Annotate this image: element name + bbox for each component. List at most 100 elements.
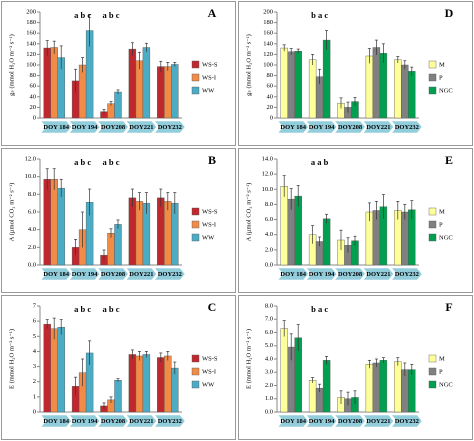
x-tick-label: DOY221 (366, 418, 390, 425)
y-tick-label: 8.0 (28, 191, 36, 198)
legend-swatch (428, 207, 437, 216)
panel: 0.0 2.0 4.0 6.0 8.0 10.0 12.0 A (µmol CO₂ m⁻² s… (1, 148, 236, 293)
category-arrow (391, 120, 423, 134)
bar (50, 47, 58, 119)
y-tick-label: 0.0 (265, 408, 273, 415)
bar (171, 367, 179, 413)
legend-label: NGC (439, 381, 453, 388)
bar (78, 64, 87, 119)
bar (401, 64, 409, 119)
x-tick-label: DOY232 (395, 124, 419, 131)
y-tick-label: 140 (26, 40, 36, 47)
category-arrow (125, 120, 157, 134)
annotation: a b c (103, 304, 120, 314)
category-arrow (305, 267, 338, 281)
y-tick-label: 4.0 (28, 226, 36, 233)
panel-border (1, 295, 236, 440)
legend-label: WW (202, 381, 215, 388)
category-arrow (68, 267, 101, 281)
bar (107, 232, 115, 266)
legend-swatch (428, 220, 437, 229)
legend-swatch (191, 354, 200, 363)
x-tick-label: DOY232 (158, 271, 182, 278)
bar (114, 91, 122, 119)
panel-letter: D (445, 6, 454, 20)
category-arrow (68, 120, 101, 134)
y-tick-label: 12.0 (262, 171, 273, 178)
bar (308, 59, 317, 119)
x-tick-label: DOY221 (129, 418, 153, 425)
legend-label: P (439, 74, 443, 81)
annotation: a b c (74, 157, 91, 167)
x-tick-label: DOY 194 (72, 124, 98, 131)
y-tick-label: 160 (263, 30, 273, 37)
category-arrow (125, 414, 157, 428)
panel: 0 20 40 60 80 100 120 140 160 180 200 gₛ (mmol H₂O … (238, 1, 473, 146)
legend-label: WW (202, 234, 215, 241)
legend-label: WS-S (202, 208, 218, 215)
bar (107, 103, 115, 119)
panel-border (238, 1, 473, 146)
y-tick-label: 5.0 (265, 342, 273, 349)
category-arrow (40, 414, 72, 428)
category-arrow (362, 267, 394, 281)
legend-swatch (191, 73, 200, 82)
legend-label: M (439, 355, 445, 362)
legend-label: M (439, 208, 445, 215)
legend-label: NGC (439, 234, 453, 241)
legend-label: WS-I (202, 221, 216, 228)
y-tick-label: 180 (26, 19, 36, 26)
panel-border (238, 148, 473, 293)
panel: 0 20 40 60 80 100 120 140 160 180 200 gₛ (mmol H₂O … (1, 1, 236, 146)
panel-border (238, 295, 473, 440)
x-tick-label: DOY232 (158, 418, 182, 425)
x-tick-label: DOY208 (101, 124, 126, 131)
annotation: a b c (74, 304, 91, 314)
y-tick-label: 8.0 (265, 302, 273, 309)
legend-label: WW (202, 87, 215, 94)
category-arrow (334, 120, 366, 134)
y-tick-label: 4.0 (265, 231, 273, 238)
legend-label: WS-S (202, 61, 218, 68)
panel-letter: C (208, 300, 217, 314)
annotation: b a c (311, 10, 328, 20)
y-tick-label: 2.0 (28, 244, 36, 251)
panel: 0.0 1.0 2.0 3.0 4.0 5.0 6.0 7.0 8.0 E (mmol H₂O m… (238, 295, 473, 440)
category-arrow (362, 120, 394, 134)
legend-swatch (191, 220, 200, 229)
category-arrow (334, 414, 366, 428)
bar (164, 355, 172, 413)
y-tick-label: 180 (263, 19, 273, 26)
y-tick-label: 60 (30, 83, 37, 90)
y-tick-label: 40 (30, 93, 37, 100)
bar (294, 51, 302, 119)
bar (157, 66, 165, 119)
x-tick-label: DOY232 (158, 124, 182, 131)
bar (379, 53, 388, 119)
y-axis-label: E (mmol H₂O m⁻² s⁻¹) (245, 329, 252, 389)
y-tick-label: 8.0 (265, 201, 273, 208)
bar (408, 71, 416, 119)
y-tick-label: 160 (26, 30, 36, 37)
y-tick-label: 2.0 (265, 246, 273, 253)
x-tick-label: DOY232 (395, 418, 419, 425)
category-arrow (40, 267, 72, 281)
y-tick-label: 14.0 (262, 155, 273, 162)
bar (128, 197, 137, 266)
y-tick-label: 140 (263, 40, 273, 47)
y-tick-label: 100 (26, 61, 36, 68)
x-tick-label: DOY208 (338, 271, 363, 278)
bar (379, 360, 388, 413)
legend-swatch (428, 73, 437, 82)
legend-label: P (439, 221, 443, 228)
bar (372, 362, 381, 413)
annotation: a b c (74, 10, 91, 20)
category-arrow (305, 120, 338, 134)
x-tick-label: DOY221 (366, 271, 390, 278)
x-tick-label: DOY 184 (280, 418, 306, 425)
category-arrow (97, 120, 129, 134)
y-tick-label: 6.0 (265, 329, 273, 336)
category-arrow (97, 267, 129, 281)
y-tick-label: 4 (33, 348, 37, 355)
bar (157, 357, 165, 413)
